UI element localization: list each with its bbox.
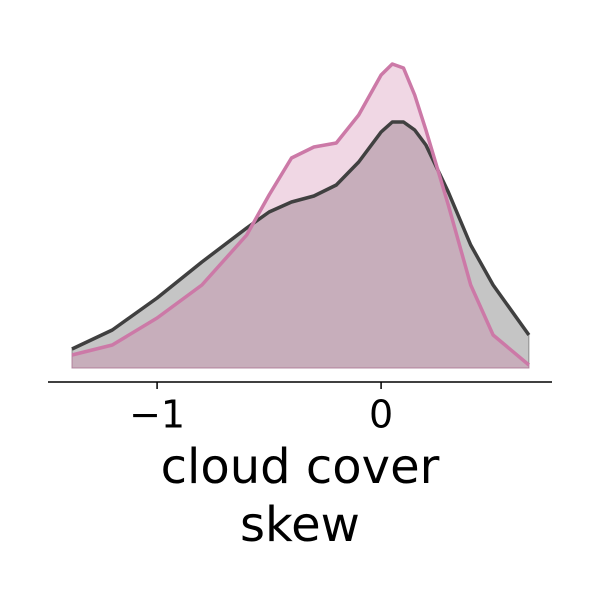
x-tick-label: 0 [369,393,393,437]
x-tick-label: −1 [129,393,185,437]
x-axis-label: cloud cover [161,439,440,495]
line [71,120,531,351]
line [71,62,531,367]
x-axis-label: skew [240,497,360,553]
